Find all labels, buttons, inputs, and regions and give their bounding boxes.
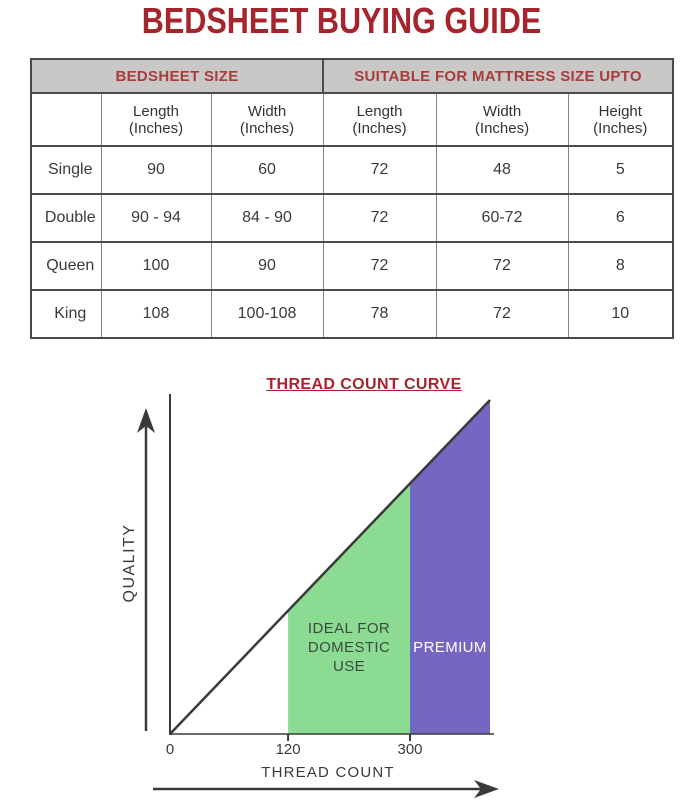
column-label: Width [247, 102, 287, 120]
table-cell: 90 - 94 [100, 193, 211, 242]
table-row-queen: Queen 100 90 72 72 8 [31, 241, 674, 290]
y-axis-label: QUALITY [121, 523, 138, 603]
column-header-mattress-height: Height (Inches) [567, 92, 674, 146]
table-cell: 72 [322, 193, 437, 242]
x-axis-label: THREAD COUNT [261, 764, 395, 781]
x-tick-label: 300 [397, 741, 423, 758]
x-tick-label: 0 [165, 741, 175, 758]
column-header-bedsheet-length: Length (Inches) [100, 92, 211, 146]
column-sublabel: (Inches) [239, 119, 295, 137]
column-sublabel: (Inches) [352, 119, 407, 137]
bedsheet-size-table: BEDSHEET SIZE SUITABLE FOR MATTRESS SIZE… [30, 58, 675, 339]
table-cell: 60-72 [435, 193, 569, 242]
column-label: Height [598, 102, 642, 120]
x-tick-label: 120 [275, 741, 301, 758]
table-row-king: King 108 100-108 78 72 10 [31, 289, 674, 338]
table-cell: 8 [567, 241, 674, 290]
table-cell: 60 [210, 145, 324, 194]
quality-curve-line [169, 399, 491, 735]
row-label: Double [31, 193, 101, 242]
column-header-mattress-width: Width (Inches) [435, 92, 569, 146]
row-label: Single [31, 145, 101, 194]
table-cell: 5 [567, 145, 674, 194]
table-cell: 72 [322, 241, 437, 290]
table-row-single: Single 90 60 72 48 5 [31, 145, 674, 194]
column-label: Length [133, 102, 179, 120]
column-header-mattress-length: Length (Inches) [322, 92, 437, 146]
column-label: Length [356, 102, 403, 120]
table-cell: 72 [435, 241, 569, 290]
column-sublabel: (Inches) [474, 119, 530, 137]
thread-count-chart [137, 394, 499, 798]
table-group-header-row: BEDSHEET SIZE SUITABLE FOR MATTRESS SIZE… [31, 58, 674, 93]
table-cell: 48 [435, 145, 569, 194]
arrow-up-icon [137, 408, 155, 433]
group-header-mattress-size: SUITABLE FOR MATTRESS SIZE UPTO [322, 58, 674, 93]
column-header-bedsheet-width: Width (Inches) [210, 92, 324, 146]
chart-title: THREAD COUNT CURVE [266, 376, 462, 393]
quality-arrow [137, 408, 155, 731]
table-cell: 78 [322, 289, 437, 338]
group-header-bedsheet-size: BEDSHEET SIZE [31, 58, 324, 93]
column-label: Width [482, 102, 522, 120]
column-sublabel: (Inches) [593, 119, 648, 137]
table-cell: 108 [100, 289, 211, 338]
table-cell: 90 [210, 241, 324, 290]
table-cell: 72 [322, 145, 437, 194]
table-cell: 6 [567, 193, 674, 242]
thread-count-arrow [153, 780, 499, 798]
region-area-1 [410, 400, 490, 734]
table-cell: 10 [567, 289, 674, 338]
table-cell: 100-108 [210, 289, 324, 338]
column-header-empty [31, 92, 101, 146]
table-cell: 100 [100, 241, 211, 290]
ticks-layer [287, 734, 411, 741]
table-cell: 90 [100, 145, 211, 194]
page-title: BEDSHEET BUYING GUIDE [141, 0, 542, 41]
arrow-right-icon [474, 780, 499, 798]
row-label: Queen [31, 241, 101, 290]
regions-layer [288, 400, 490, 734]
table-cell: 84 - 90 [210, 193, 324, 242]
table-cell: 72 [435, 289, 569, 338]
x-tick-labels: 0 120 300 [0, 741, 683, 761]
row-label: King [31, 289, 101, 338]
table-column-header-row: Length (Inches) Width (Inches) Length (Inch… [31, 92, 674, 146]
column-sublabel: (Inches) [128, 119, 184, 137]
region-area-0 [288, 483, 410, 734]
table-row-double: Double 90 - 94 84 - 90 72 60-72 6 [31, 193, 674, 242]
